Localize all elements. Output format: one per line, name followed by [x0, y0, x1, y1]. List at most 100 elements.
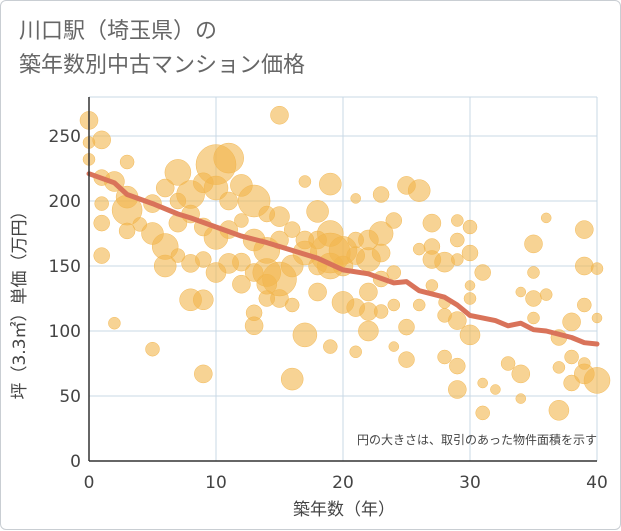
data-bubble	[371, 243, 391, 263]
data-bubble	[93, 214, 110, 232]
data-bubble	[292, 322, 318, 348]
data-bubble	[407, 179, 431, 202]
data-bubble	[412, 242, 426, 256]
x-tick-label: 20	[332, 473, 354, 493]
data-bubble	[350, 193, 361, 204]
data-bubble	[464, 280, 476, 291]
data-bubble	[280, 367, 304, 391]
data-bubble	[575, 256, 594, 276]
trend-line	[86, 171, 600, 347]
data-bubble	[164, 159, 192, 186]
data-bubble	[119, 154, 135, 170]
data-bubble	[490, 384, 501, 395]
data-bubble	[422, 213, 442, 233]
data-bubble	[552, 361, 566, 374]
data-bubble	[385, 212, 403, 229]
data-bubble	[213, 142, 244, 174]
data-bubble	[92, 130, 111, 150]
data-bubble	[577, 297, 592, 313]
data-bubble	[94, 196, 109, 211]
data-bubble	[511, 364, 531, 384]
data-bubble	[461, 244, 479, 262]
data-bubble	[323, 339, 338, 354]
data-bubble	[319, 172, 342, 196]
data-bubble	[524, 234, 543, 254]
data-bubble	[359, 282, 378, 302]
size-legend-note: 円の大きさは、取引のあった物件面積を示す	[357, 432, 597, 447]
data-bubble	[500, 356, 516, 371]
data-bubble	[477, 377, 488, 389]
data-bubble	[358, 320, 379, 342]
y-tick-label: 100	[49, 322, 81, 342]
data-bubble	[203, 175, 229, 201]
data-bubble	[412, 298, 426, 312]
data-bubble	[284, 297, 300, 313]
trend-series	[86, 171, 600, 347]
x-tick-label: 10	[205, 473, 227, 493]
data-bubble	[548, 400, 570, 421]
data-bubble	[451, 214, 464, 227]
data-bubble	[398, 351, 415, 368]
data-bubble	[244, 316, 264, 336]
data-bubble	[515, 393, 527, 404]
y-axis-title: 坪（3.3㎡）単価（万円）	[10, 202, 30, 399]
data-bubble	[540, 212, 552, 224]
data-bubble	[269, 206, 290, 227]
data-bubble	[308, 282, 327, 302]
data-bubble	[93, 247, 110, 264]
data-bubble	[232, 252, 251, 272]
data-bubble	[590, 262, 604, 275]
x-tick-label: 0	[84, 473, 95, 493]
data-bubble	[153, 254, 177, 278]
data-bubble	[195, 251, 212, 268]
data-bubble	[425, 279, 439, 292]
y-tick-label: 200	[49, 192, 81, 212]
data-bubble	[450, 232, 465, 248]
data-bubble	[372, 186, 390, 203]
data-bubble	[349, 345, 362, 359]
data-bubble	[386, 265, 402, 280]
data-bubble	[306, 200, 329, 223]
data-bubble	[283, 221, 301, 238]
chart-title-line1: 川口駅（埼玉県）の	[19, 19, 218, 44]
data-bubble	[527, 266, 540, 279]
data-bubble	[193, 289, 214, 311]
bubble-series	[79, 105, 611, 421]
data-bubble	[298, 175, 312, 188]
data-bubble	[270, 105, 289, 125]
data-bubble	[118, 222, 136, 240]
data-bubble	[459, 324, 481, 346]
data-bubble	[449, 357, 466, 375]
data-bubble	[232, 274, 251, 294]
data-bubble	[451, 253, 464, 266]
data-bubble	[373, 304, 389, 319]
data-bubble	[398, 318, 415, 336]
data-bubble	[437, 349, 452, 365]
axes: 0 50 100 150 200 250 0 10 20 30 40	[49, 97, 608, 493]
data-bubble	[463, 292, 477, 305]
data-bubble	[564, 349, 579, 365]
data-bubble	[578, 357, 591, 370]
data-bubble	[591, 312, 603, 324]
data-bubble	[525, 290, 542, 307]
data-bubble	[270, 289, 289, 308]
data-bubble	[527, 311, 540, 325]
data-bubble	[434, 251, 455, 273]
data-bubble	[170, 248, 186, 263]
data-bubble	[234, 213, 249, 228]
data-bubble	[462, 219, 478, 235]
chart-title-line2: 築年数別中古マンション価格	[19, 53, 306, 78]
x-tick-label: 40	[586, 473, 608, 493]
y-tick-label: 50	[59, 387, 81, 407]
x-tick-label: 30	[459, 473, 481, 493]
grid-lines	[88, 96, 598, 462]
data-bubble	[108, 316, 121, 330]
data-bubble	[219, 191, 238, 211]
chart-title: 川口駅（埼玉県）の 築年数別中古マンション価格	[19, 15, 305, 83]
y-tick-label: 250	[49, 127, 81, 147]
data-bubble	[155, 178, 175, 198]
data-bubble	[475, 405, 490, 421]
x-axis-title: 築年数（年）	[293, 500, 395, 520]
